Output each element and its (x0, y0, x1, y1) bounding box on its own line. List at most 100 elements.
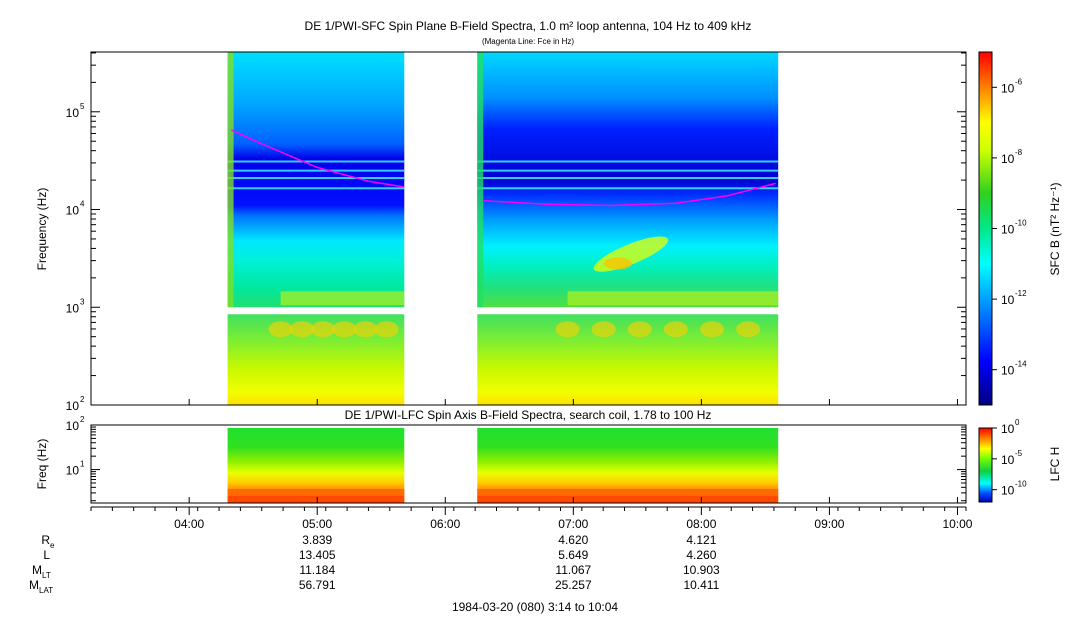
sfc-segment-high-band (477, 52, 779, 308)
ephemeris-row-subscript: e (50, 541, 55, 550)
lfc-band-orange (477, 489, 779, 496)
sfc-activity-band (280, 291, 405, 306)
sfc-chorus-core (604, 257, 633, 270)
lfc-colorbar-tick-label: 10 (1001, 453, 1015, 467)
sfc-chart-subtitle: (Magenta Line: Fce in Hz) (482, 37, 574, 46)
sfc-emission-patch (736, 321, 761, 338)
sfc-y-tick-exponent: 3 (80, 297, 85, 306)
time-tick-label: 07:00 (558, 517, 588, 531)
sfc-colorbar-tick-exponent: -10 (1015, 219, 1027, 228)
sfc-interference-line (227, 160, 405, 163)
lfc-spectrogram-image (227, 428, 779, 503)
sfc-interference-line (477, 187, 779, 190)
lfc-y-tick-exponent: 1 (80, 460, 85, 469)
sfc-interference-line (477, 160, 779, 163)
sfc-chart-title: DE 1/PWI-SFC Spin Plane B-Field Spectra,… (305, 19, 752, 33)
lfc-chart-title: DE 1/PWI-LFC Spin Axis B-Field Spectra, … (345, 408, 712, 422)
sfc-y-axis-label: Frequency (Hz) (35, 188, 49, 271)
sfc-colorbar-tick-label: 10 (1001, 364, 1015, 378)
sfc-colorbar-tick-label: 10 (1001, 152, 1015, 166)
sfc-y-tick-label: 10 (66, 204, 80, 218)
lfc-y-axis-label: Freq (Hz) (35, 439, 49, 490)
lfc-colorbar-tick-exponent: -10 (1015, 480, 1027, 489)
sfc-emission-patch (332, 321, 357, 338)
sfc-colorbar-label: SFC B (nT² Hz⁻¹) (1048, 183, 1062, 276)
time-tick-label: 04:00 (174, 517, 204, 531)
sfc-emission-patch (353, 321, 378, 338)
ephemeris-row-subscript: LT (42, 571, 51, 580)
ephemeris-value: 3.839 (302, 533, 332, 547)
sfc-interference-line (227, 187, 405, 190)
ephemeris-value: 10.411 (683, 578, 719, 592)
fce-curve (231, 129, 405, 188)
time-tick-label: 10:00 (942, 517, 972, 531)
sfc-y-tick-label: 10 (66, 399, 80, 413)
sfc-colorbar-tick-label: 10 (1001, 223, 1015, 237)
ephemeris-row-label: L (43, 548, 50, 562)
sfc-segment-edge (227, 52, 234, 308)
sfc-y-tick-label: 10 (66, 106, 80, 120)
sfc-emission-patch (289, 321, 314, 338)
sfc-interference-line (477, 177, 779, 180)
sfc-emission-patch (663, 321, 688, 338)
lfc-colorbar-gradient (978, 427, 993, 503)
ephemeris-value: 4.620 (558, 533, 588, 547)
lfc-band-orange (227, 489, 405, 496)
sfc-y-tick-exponent: 2 (80, 395, 85, 404)
ephemeris-value: 13.405 (299, 548, 336, 562)
sfc-activity-band (567, 291, 779, 306)
ephemeris-row-subscript: LAT (39, 586, 53, 595)
lfc-band-red (227, 496, 405, 503)
lfc-y-tick-exponent: 2 (80, 415, 85, 424)
time-axis: 04:00 05:00 06:00 07:00 08:00 09:00 10:00 (90, 399, 973, 531)
sfc-colorbar-tick-exponent: -12 (1015, 289, 1027, 298)
sfc-segment-low-band (477, 314, 779, 405)
sfc-interference-line (227, 177, 405, 180)
time-tick-label: 08:00 (686, 517, 716, 531)
sfc-colorbar-tick-label: 10 (1001, 293, 1015, 307)
lfc-colorbar-label: LFC H (1048, 447, 1062, 482)
ephemeris-value: 10.903 (683, 563, 720, 577)
sfc-segment-edge (477, 52, 484, 308)
ephemeris-row-label: M (29, 578, 39, 592)
time-range-footer: 1984-03-20 (080) 3:14 to 10:04 (452, 600, 618, 614)
sfc-plot-frame (90, 51, 967, 406)
sfc-colorbar-tick-exponent: -6 (1015, 77, 1023, 86)
time-tick-label: 09:00 (814, 517, 844, 531)
sfc-y-tick-exponent: 4 (80, 200, 85, 209)
ephemeris-value: 56.791 (299, 578, 336, 592)
time-tick-label: 06:00 (430, 517, 460, 531)
ephemeris-row-label: R (41, 533, 50, 547)
sfc-emission-patch (699, 321, 724, 338)
ephemeris-value: 11.184 (299, 563, 335, 577)
sfc-emission-patch (268, 321, 293, 338)
sfc-colorbar-tick-exponent: -14 (1015, 360, 1027, 369)
fce-curve (483, 182, 776, 207)
sfc-colorbar-tick-label: 10 (1001, 81, 1015, 95)
sfc-interference-line (477, 169, 779, 172)
lfc-colorbar-tick-label: 10 (1001, 422, 1015, 436)
sfc-segment-high-band (227, 52, 405, 308)
ephemeris-value: 4.260 (686, 548, 716, 562)
sfc-interference-line (227, 169, 405, 172)
lfc-band-red (477, 496, 779, 503)
ephemeris-value: 4.121 (686, 533, 716, 547)
sfc-y-tick-exponent: 5 (80, 102, 85, 111)
ephemeris-row-label: M (32, 563, 42, 577)
ephemeris-value: 11.067 (555, 563, 591, 577)
ephemeris-value: 5.649 (558, 548, 588, 562)
lfc-y-tick-label: 10 (66, 464, 80, 478)
lfc-colorbar-tick-label: 10 (1001, 484, 1015, 498)
sfc-colorbar-gradient (978, 51, 993, 406)
lfc-colorbar-tick-exponent: -5 (1015, 449, 1023, 458)
